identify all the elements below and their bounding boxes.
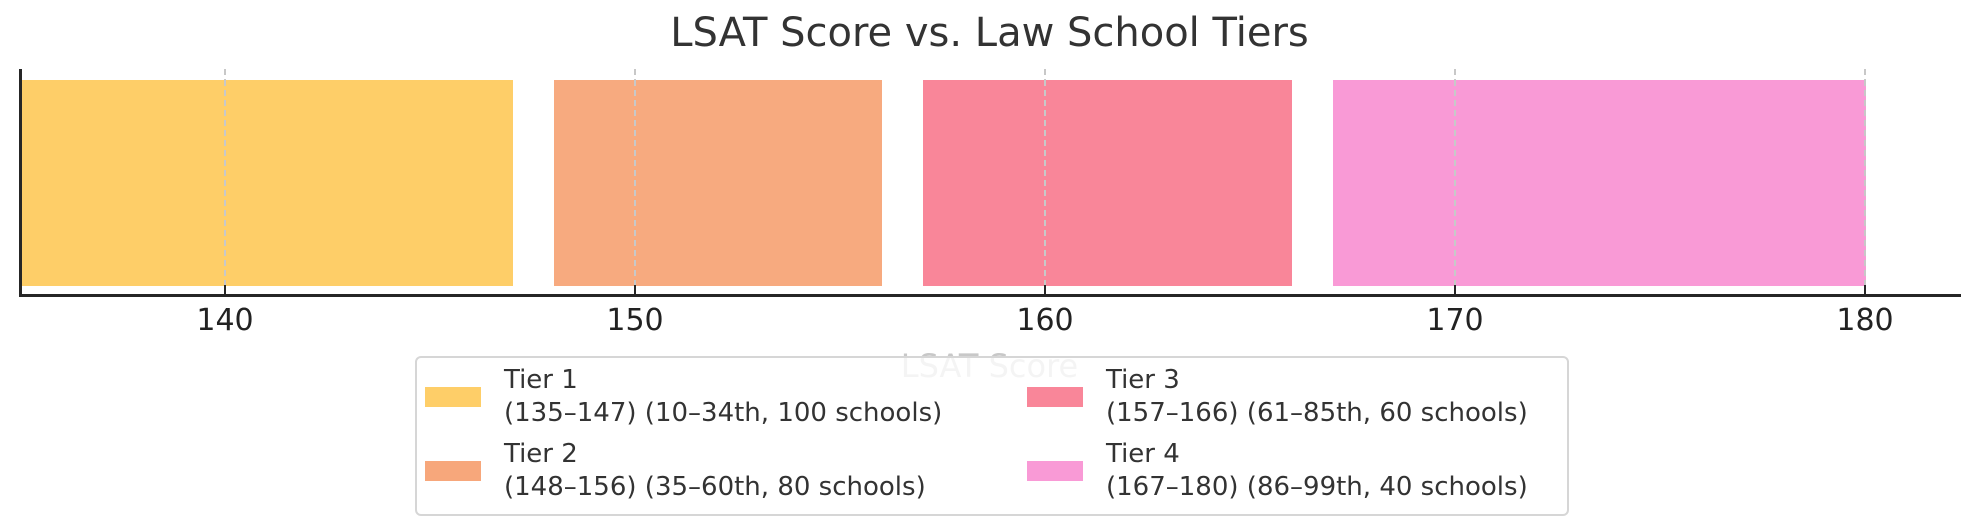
legend-label-tier-4: Tier 4 (167–180) (86–99th, 40 schools): [1106, 439, 1528, 502]
x-tick-label-160: 160: [1016, 303, 1074, 338]
x-tick-label-180: 180: [1836, 303, 1894, 338]
legend-label-tier-2: Tier 2 (148–156) (35–60th, 80 schools): [504, 439, 926, 502]
legend-item-tier-1: Tier 1 (135–147) (10–34th, 100 schools): [425, 364, 942, 430]
legend-label-tier-3: Tier 3 (157–166) (61–85th, 60 schools): [1106, 365, 1528, 428]
bar-tier-3: [923, 80, 1292, 286]
x-tick-label-150: 150: [606, 303, 664, 338]
legend-item-tier-3: Tier 3 (157–166) (61–85th, 60 schools): [1027, 364, 1528, 430]
y-axis-spine: [19, 69, 22, 297]
bar-tier-2: [554, 80, 882, 286]
legend-item-tier-2: Tier 2 (148–156) (35–60th, 80 schools): [425, 438, 926, 504]
legend: Tier 1 (135–147) (10–34th, 100 schools) …: [415, 356, 1569, 516]
gridline-overlay-170: [1454, 80, 1456, 286]
gridline-overlay-150: [634, 80, 636, 286]
legend-swatch-tier-1: [425, 387, 481, 407]
x-tick-label-170: 170: [1426, 303, 1484, 338]
x-tick-label-140: 140: [196, 303, 254, 338]
x-axis-spine: [19, 294, 1961, 297]
x-tick-140: [224, 285, 226, 294]
gridline-overlay-140: [224, 80, 226, 286]
x-tick-160: [1044, 285, 1046, 294]
x-tick-150: [634, 285, 636, 294]
x-tick-170: [1454, 285, 1456, 294]
legend-label-tier-1: Tier 1 (135–147) (10–34th, 100 schools): [504, 365, 943, 428]
gridline-overlay-180: [1864, 80, 1866, 286]
legend-swatch-tier-4: [1027, 461, 1083, 481]
legend-swatch-tier-2: [425, 461, 481, 481]
bar-tier-4: [1333, 80, 1866, 286]
gridline-overlay-160: [1044, 80, 1046, 286]
legend-swatch-tier-3: [1027, 387, 1083, 407]
bar-tier-1: [21, 80, 513, 286]
chart-title: LSAT Score vs. Law School Tiers: [670, 10, 1309, 56]
legend-item-tier-4: Tier 4 (167–180) (86–99th, 40 schools): [1027, 438, 1528, 504]
x-tick-180: [1864, 285, 1866, 294]
